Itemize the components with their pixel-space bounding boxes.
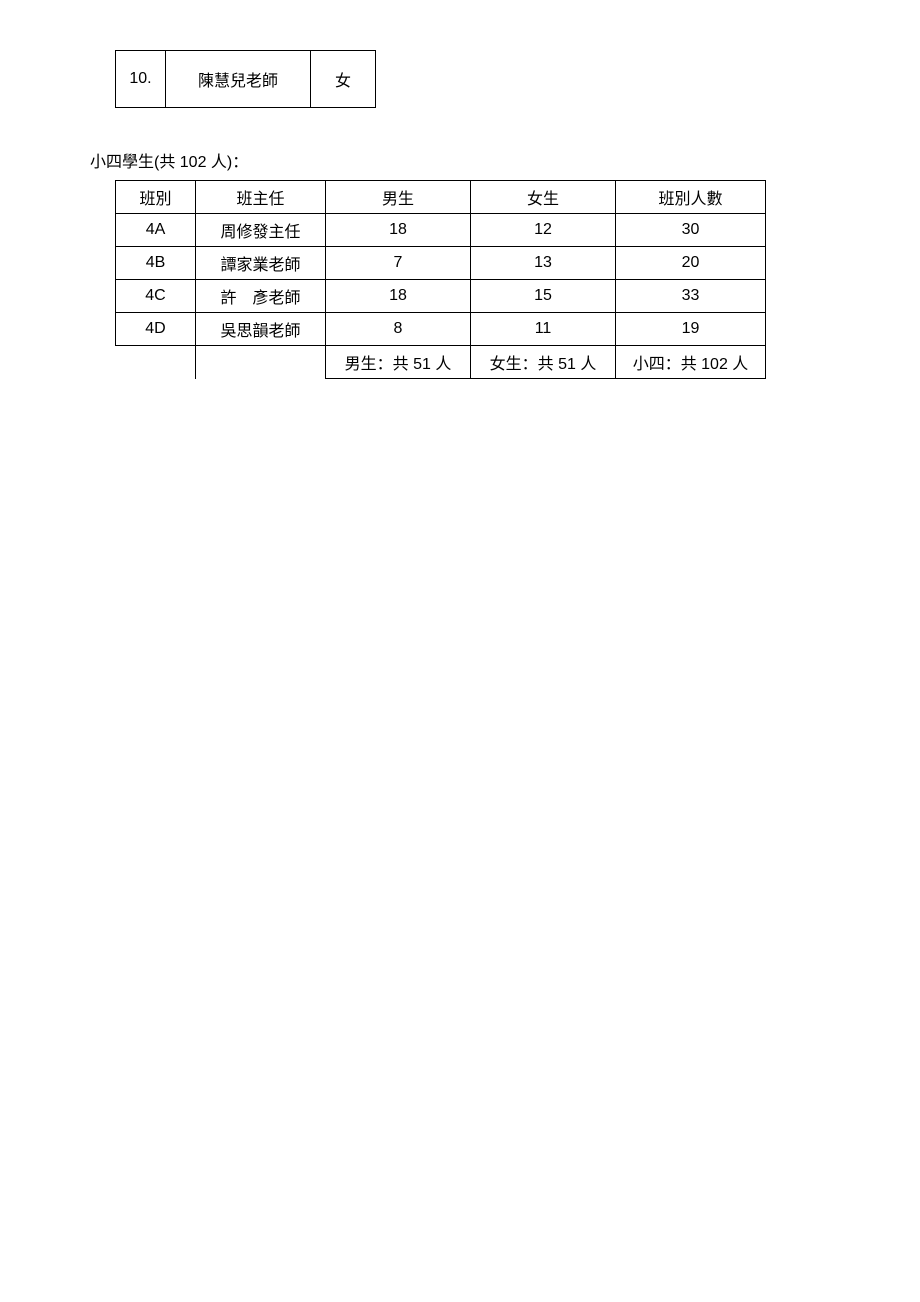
cell-total: 33 [616,280,766,313]
teacher-number-cell: 10. [116,51,166,108]
table-row: 4A 周修發主任 18 12 30 [116,214,766,247]
header-total: 班別人數 [616,181,766,214]
summary-total: 小四：共 102 人 [616,346,766,379]
table-row: 4D 吳思韻老師 8 11 19 [116,313,766,346]
cell-total: 20 [616,247,766,280]
table-header-row: 班別 班主任 男生 女生 班別人數 [116,181,766,214]
header-teacher: 班主任 [196,181,326,214]
cell-class: 4C [116,280,196,313]
table-row: 4B 譚家業老師 7 13 20 [116,247,766,280]
cell-class: 4D [116,313,196,346]
teacher-name-cell: 陳慧兒老師 [166,51,311,108]
teacher-gender-cell: 女 [311,51,376,108]
cell-teacher: 周修發主任 [196,214,326,247]
cell-teacher: 許 彥老師 [196,280,326,313]
cell-class: 4A [116,214,196,247]
header-male: 男生 [326,181,471,214]
cell-male: 18 [326,214,471,247]
cell-male: 8 [326,313,471,346]
table-summary-row: 男生：共 51 人 女生：共 51 人 小四：共 102 人 [116,346,766,379]
cell-female: 13 [471,247,616,280]
cell-teacher: 譚家業老師 [196,247,326,280]
summary-female: 女生：共 51 人 [471,346,616,379]
summary-male: 男生：共 51 人 [326,346,471,379]
cell-female: 12 [471,214,616,247]
header-female: 女生 [471,181,616,214]
cell-total: 30 [616,214,766,247]
cell-class: 4B [116,247,196,280]
cell-male: 18 [326,280,471,313]
summary-empty-cell [196,346,326,379]
summary-empty-cell [116,346,196,379]
header-class: 班別 [116,181,196,214]
cell-female: 15 [471,280,616,313]
cell-female: 11 [471,313,616,346]
class-summary-table: 班別 班主任 男生 女生 班別人數 4A 周修發主任 18 12 30 4B 譚… [115,180,766,379]
section-title: 小四學生(共 102 人)： [90,148,830,172]
table-row: 4C 許 彥老師 18 15 33 [116,280,766,313]
teacher-entry-table: 10. 陳慧兒老師 女 [115,50,376,108]
teacher-row: 10. 陳慧兒老師 女 [116,51,376,108]
cell-male: 7 [326,247,471,280]
cell-teacher: 吳思韻老師 [196,313,326,346]
cell-total: 19 [616,313,766,346]
